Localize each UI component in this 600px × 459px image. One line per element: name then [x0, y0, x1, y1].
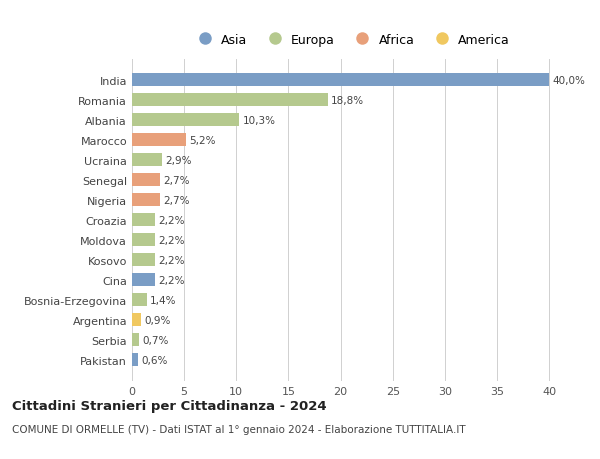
Bar — [132, 274, 155, 286]
Text: 0,6%: 0,6% — [142, 355, 168, 365]
Bar — [132, 234, 155, 247]
Bar — [132, 353, 138, 366]
Text: 5,2%: 5,2% — [190, 135, 216, 146]
Text: 2,9%: 2,9% — [166, 156, 192, 166]
Legend: Asia, Europa, Africa, America: Asia, Europa, Africa, America — [192, 34, 510, 47]
Bar — [132, 94, 328, 107]
Bar — [132, 134, 186, 147]
Bar — [132, 74, 549, 87]
Bar — [132, 313, 142, 326]
Text: 2,2%: 2,2% — [158, 255, 185, 265]
Text: COMUNE DI ORMELLE (TV) - Dati ISTAT al 1° gennaio 2024 - Elaborazione TUTTITALIA: COMUNE DI ORMELLE (TV) - Dati ISTAT al 1… — [12, 425, 466, 435]
Text: 1,4%: 1,4% — [150, 295, 176, 305]
Text: 10,3%: 10,3% — [242, 116, 275, 126]
Text: 2,7%: 2,7% — [163, 175, 190, 185]
Text: 0,9%: 0,9% — [145, 315, 171, 325]
Bar — [132, 334, 139, 347]
Text: 0,7%: 0,7% — [142, 335, 169, 345]
Bar — [132, 254, 155, 267]
Bar — [132, 114, 239, 127]
Bar — [132, 214, 155, 227]
Bar — [132, 194, 160, 207]
Bar — [132, 154, 162, 167]
Text: 2,2%: 2,2% — [158, 215, 185, 225]
Text: Cittadini Stranieri per Cittadinanza - 2024: Cittadini Stranieri per Cittadinanza - 2… — [12, 399, 326, 412]
Text: 2,2%: 2,2% — [158, 275, 185, 285]
Text: 2,2%: 2,2% — [158, 235, 185, 245]
Text: 2,7%: 2,7% — [163, 196, 190, 205]
Text: 18,8%: 18,8% — [331, 96, 364, 106]
Text: 40,0%: 40,0% — [552, 76, 585, 86]
Bar — [132, 174, 160, 187]
Bar — [132, 294, 146, 307]
